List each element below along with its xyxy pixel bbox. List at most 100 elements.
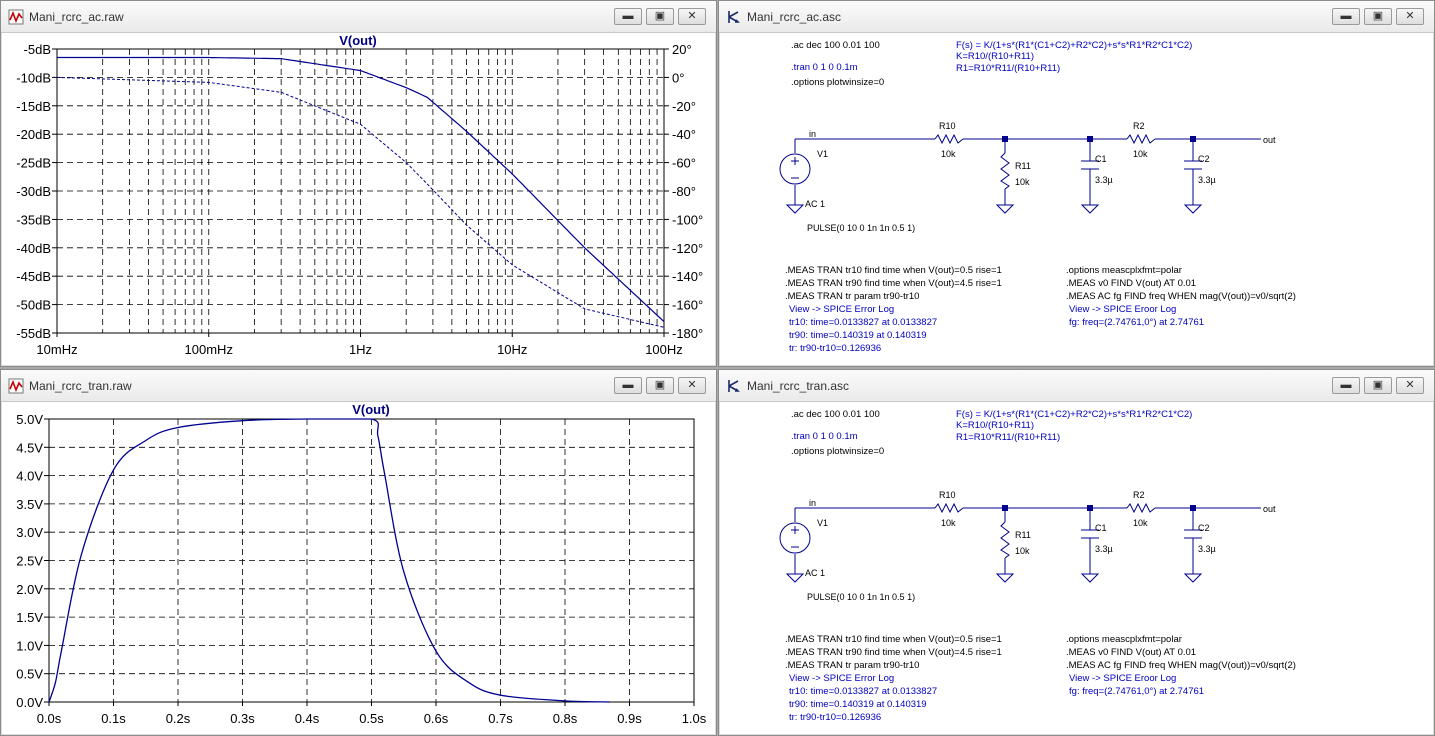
capacitor-c2[interactable]: [1184, 529, 1202, 539]
schematic-canvas[interactable]: in out V1 AC 1 PULSE(0 10 0 1n 1n 0.5 1)…: [723, 402, 1430, 731]
formula-line[interactable]: F(s) = K/(1+s*(R1*(C1+C2)+R2*C2)+s*s*R1*…: [956, 409, 1193, 420]
meas-line[interactable]: .MEAS AC fg FIND freq WHEN mag(V(out))=v…: [1066, 291, 1296, 302]
ac-plot-titlebar[interactable]: Mani_rcrc_ac.raw ▬ ▣ ✕: [1, 1, 716, 33]
net-label-out[interactable]: out: [1263, 135, 1276, 145]
resistor-r10[interactable]: [934, 502, 964, 514]
minimize-button[interactable]: ▬: [614, 377, 642, 394]
r11-value[interactable]: 10k: [1015, 546, 1030, 556]
ac-trace-label[interactable]: V(out): [339, 33, 377, 48]
meas-line[interactable]: .MEAS TRAN tr90 find time when V(out)=4.…: [785, 647, 1002, 658]
minimize-button[interactable]: ▬: [614, 8, 642, 25]
ac-plot-window[interactable]: Mani_rcrc_ac.raw ▬ ▣ ✕ -5dB -10dB -15dB -20…: [0, 0, 717, 367]
meas-line[interactable]: .MEAS TRAN tr10 find time when V(out)=0.…: [785, 265, 1002, 276]
schematic-canvas[interactable]: in out V1 AC 1 PULSE(0 10 0 1n 1n 0.5 1)…: [723, 33, 1430, 362]
directive-tran[interactable]: .tran 0 1 0 0.1m: [791, 431, 858, 442]
meas-line[interactable]: .MEAS TRAN tr90 find time when V(out)=4.…: [785, 278, 1002, 289]
meas-line[interactable]: .options meascplxfmt=polar: [1066, 265, 1182, 276]
capacitor-c1[interactable]: [1081, 529, 1099, 539]
log-line[interactable]: tr90: time=0.140319 at 0.140319: [789, 699, 927, 710]
v1-name[interactable]: V1: [817, 518, 828, 528]
directive-options[interactable]: .options plotwinsize=0: [791, 77, 885, 88]
resistor-r11[interactable]: [1000, 152, 1010, 190]
meas-line[interactable]: .MEAS TRAN tr10 find time when V(out)=0.…: [785, 634, 1002, 645]
r2-value[interactable]: 10k: [1133, 518, 1148, 528]
close-button[interactable]: ✕: [1396, 377, 1424, 394]
formula-line[interactable]: R1=R10*R11/(R10+R11): [956, 432, 1061, 443]
restore-button[interactable]: ▣: [646, 8, 674, 25]
resistor-r2[interactable]: [1126, 502, 1156, 514]
tran-trace-label[interactable]: V(out): [352, 402, 390, 417]
v1-pulse[interactable]: PULSE(0 10 0 1n 1n 0.5 1): [807, 592, 915, 602]
meas-line[interactable]: .MEAS AC fg FIND freq WHEN mag(V(out))=v…: [1066, 660, 1296, 671]
directive-options[interactable]: .options plotwinsize=0: [791, 446, 885, 457]
c2-value[interactable]: 3.3µ: [1198, 175, 1216, 185]
log-line[interactable]: View -> SPICE Error Log: [789, 304, 895, 315]
schematic-drawing[interactable]: in out V1 AC 1 PULSE(0 10 0 1n 1n 0.5 1)…: [723, 402, 1430, 731]
log-line[interactable]: View -> SPICE Error Log: [789, 673, 895, 684]
net-label-out[interactable]: out: [1263, 504, 1276, 514]
restore-button[interactable]: ▣: [646, 377, 674, 394]
log-line[interactable]: tr: tr90-tr10=0.126936: [789, 712, 882, 723]
directive-ac[interactable]: .ac dec 100 0.01 100: [791, 40, 880, 51]
r10-name[interactable]: R10: [939, 121, 956, 131]
v1-pulse[interactable]: PULSE(0 10 0 1n 1n 0.5 1): [807, 223, 915, 233]
ac-phase-trace[interactable]: [56, 76, 665, 328]
close-button[interactable]: ✕: [678, 377, 706, 394]
close-button[interactable]: ✕: [1396, 8, 1424, 25]
meas-line[interactable]: .options meascplxfmt=polar: [1066, 634, 1182, 645]
restore-button[interactable]: ▣: [1364, 8, 1392, 25]
tran-plot-window[interactable]: Mani_rcrc_tran.raw ▬ ▣ ✕ 5.0V 4.5V 4.0V 3.5…: [0, 369, 717, 736]
ac-bode-plot[interactable]: -5dB -10dB -15dB -20dB -25dB -30dB -35dB -40dB -…: [5, 33, 712, 362]
resistor-r11[interactable]: [1000, 521, 1010, 559]
tran-plot[interactable]: 5.0V 4.5V 4.0V 3.5V 3.0V 2.5V 2.0V 1.5V 1.0V 0.5V…: [5, 402, 712, 731]
capacitor-c1[interactable]: [1081, 160, 1099, 170]
log-line[interactable]: tr90: time=0.140319 at 0.140319: [789, 330, 927, 341]
log-line[interactable]: tr10: time=0.0133827 at 0.0133827: [789, 686, 938, 697]
schematic-drawing[interactable]: in out V1 AC 1 PULSE(0 10 0 1n 1n 0.5 1)…: [723, 33, 1430, 362]
log-line[interactable]: View -> SPICE Eroor Log: [1069, 304, 1177, 315]
r2-name[interactable]: R2: [1133, 121, 1145, 131]
restore-button[interactable]: ▣: [1364, 377, 1392, 394]
meas-line[interactable]: .MEAS v0 FIND V(out) AT 0.01: [1066, 647, 1197, 658]
c1-name[interactable]: C1: [1095, 154, 1107, 164]
directive-ac[interactable]: .ac dec 100 0.01 100: [791, 409, 880, 420]
log-line[interactable]: View -> SPICE Eroor Log: [1069, 673, 1177, 684]
meas-line[interactable]: .MEAS v0 FIND V(out) AT 0.01: [1066, 278, 1197, 289]
resistor-r10[interactable]: [934, 133, 964, 145]
minimize-button[interactable]: ▬: [1332, 8, 1360, 25]
formula-line[interactable]: K=R10/(R10+R11): [956, 420, 1034, 431]
net-label-in[interactable]: in: [809, 498, 816, 508]
tran-plot-titlebar[interactable]: Mani_rcrc_tran.raw ▬ ▣ ✕: [1, 370, 716, 402]
close-button[interactable]: ✕: [678, 8, 706, 25]
tran-plot-pane[interactable]: 5.0V 4.5V 4.0V 3.5V 3.0V 2.5V 2.0V 1.5V 1.0V 0.5V…: [5, 402, 712, 731]
r2-value[interactable]: 10k: [1133, 149, 1148, 159]
c2-value[interactable]: 3.3µ: [1198, 544, 1216, 554]
meas-line[interactable]: .MEAS TRAN tr param tr90-tr10: [785, 291, 920, 302]
directive-tran[interactable]: .tran 0 1 0 0.1m: [791, 62, 858, 73]
voltage-source-v1[interactable]: [779, 522, 811, 554]
minimize-button[interactable]: ▬: [1332, 377, 1360, 394]
v1-value[interactable]: AC 1: [805, 568, 825, 578]
r10-value[interactable]: 10k: [941, 149, 956, 159]
r11-name[interactable]: R11: [1015, 530, 1031, 540]
r11-value[interactable]: 10k: [1015, 177, 1030, 187]
c1-value[interactable]: 3.3µ: [1095, 544, 1113, 554]
c2-name[interactable]: C2: [1198, 154, 1210, 164]
voltage-source-v1[interactable]: [779, 153, 811, 185]
log-line[interactable]: tr10: time=0.0133827 at 0.0133827: [789, 317, 938, 328]
v1-name[interactable]: V1: [817, 149, 828, 159]
tran-schematic-titlebar[interactable]: Mani_rcrc_tran.asc ▬ ▣ ✕: [719, 370, 1434, 402]
c2-name[interactable]: C2: [1198, 523, 1210, 533]
c1-name[interactable]: C1: [1095, 523, 1107, 533]
formula-line[interactable]: K=R10/(R10+R11): [956, 51, 1034, 62]
formula-line[interactable]: R1=R10*R11/(R10+R11): [956, 63, 1061, 74]
log-line[interactable]: fg: freq=(2.74761,0°) at 2.74761: [1069, 317, 1205, 328]
ac-magnitude-trace[interactable]: [57, 56, 665, 323]
log-line[interactable]: tr: tr90-tr10=0.126936: [789, 343, 882, 354]
log-line[interactable]: fg: freq=(2.74761,0°) at 2.74761: [1069, 686, 1205, 697]
r10-name[interactable]: R10: [939, 490, 956, 500]
ac-schematic-titlebar[interactable]: Mani_rcrc_ac.asc ▬ ▣ ✕: [719, 1, 1434, 33]
tran-schematic-window[interactable]: Mani_rcrc_tran.asc ▬ ▣ ✕: [718, 369, 1435, 736]
meas-line[interactable]: .MEAS TRAN tr param tr90-tr10: [785, 660, 920, 671]
v1-value[interactable]: AC 1: [805, 199, 825, 209]
